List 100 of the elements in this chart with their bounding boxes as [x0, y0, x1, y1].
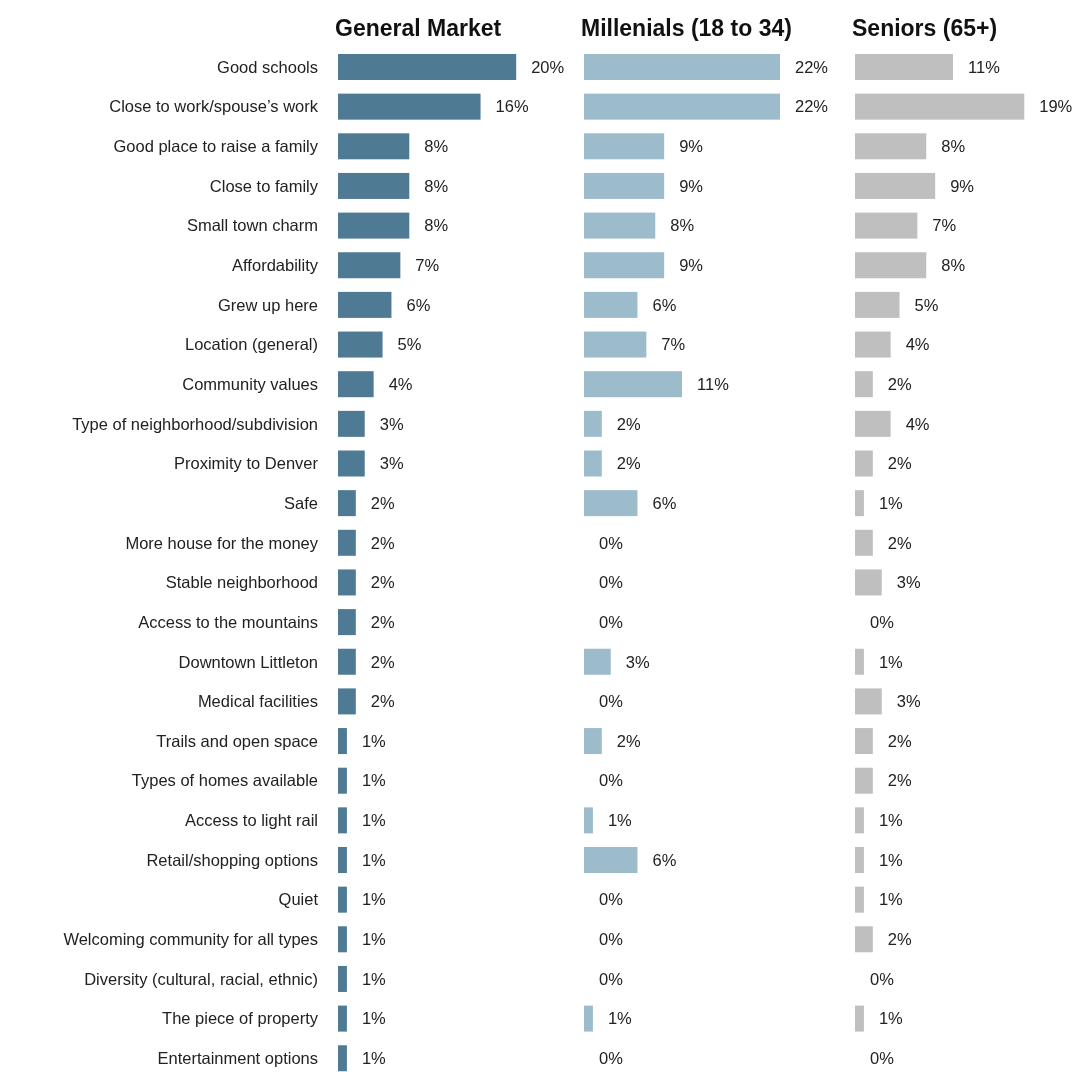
data-label: 3%: [896, 692, 921, 711]
y-tick-label: Downtown Littleton: [178, 652, 318, 671]
bar: [855, 54, 953, 80]
y-tick-label: Proximity to Denver: [174, 454, 319, 473]
y-tick-label: Close to work/spouse’s work: [109, 97, 319, 116]
data-label: 9%: [679, 176, 704, 195]
data-label: 0%: [599, 573, 624, 592]
data-label: 0%: [599, 612, 624, 631]
y-tick-label: Safe: [284, 493, 318, 512]
bar: [584, 648, 611, 675]
data-label: 6%: [652, 295, 677, 314]
bar: [584, 410, 602, 437]
bar: [855, 1005, 864, 1032]
y-tick-label: Quiet: [278, 890, 319, 909]
bar: [338, 688, 356, 715]
data-label: 2%: [887, 374, 912, 393]
bar: [338, 1005, 347, 1032]
data-label: 19%: [1039, 97, 1073, 116]
data-label: 1%: [361, 1009, 387, 1028]
data-label: 2%: [887, 533, 912, 552]
bar: [338, 926, 347, 953]
data-label: 11%: [697, 374, 730, 393]
bar: [338, 609, 356, 636]
bar: [338, 54, 517, 80]
y-tick-label: Small town charm: [186, 216, 318, 235]
bar: [584, 252, 665, 279]
bar: [855, 648, 864, 675]
bar: [855, 212, 918, 239]
data-label: 9%: [679, 256, 704, 275]
data-label: 2%: [616, 454, 641, 473]
y-tick-label: Stable neighborhood: [165, 573, 318, 592]
bar: [855, 529, 873, 556]
bar: [338, 807, 347, 834]
bar: [338, 648, 356, 675]
bar: [855, 331, 891, 358]
bar: [338, 1045, 347, 1072]
bar: [338, 728, 347, 755]
bar: [855, 807, 864, 834]
y-tick-label: Medical facilities: [197, 692, 318, 711]
data-label: 20%: [531, 57, 565, 76]
y-tick-label: Close to family: [209, 176, 319, 195]
bar: [338, 767, 347, 794]
data-label: 6%: [652, 850, 677, 869]
bar: [584, 54, 780, 80]
data-label: 2%: [616, 731, 641, 750]
data-label: 5%: [397, 335, 422, 354]
data-label: 0%: [599, 692, 624, 711]
data-label: 7%: [415, 256, 440, 275]
chart-title: Millenials (18 to 34): [581, 15, 792, 41]
data-label: 9%: [679, 137, 704, 156]
data-label: 0%: [599, 890, 624, 909]
data-label: 8%: [941, 137, 966, 156]
bar: [584, 807, 593, 834]
bar: [338, 965, 347, 992]
bar: [855, 410, 891, 437]
bar: [855, 93, 1025, 120]
bar: [338, 133, 410, 160]
bar: [855, 569, 882, 596]
bar: [855, 252, 927, 279]
data-label: 0%: [599, 1049, 624, 1068]
data-label: 2%: [370, 573, 395, 592]
data-label: 7%: [661, 335, 686, 354]
data-label: 1%: [361, 811, 387, 830]
bar: [338, 450, 365, 477]
bar: [584, 331, 647, 358]
bar: [855, 490, 864, 517]
bar: [338, 886, 347, 913]
bar: [855, 450, 873, 477]
bar: [584, 172, 665, 199]
y-tick-label: Entertainment options: [157, 1049, 318, 1068]
data-label: 16%: [495, 97, 529, 116]
y-tick-label: Good schools: [217, 57, 318, 76]
bar: [584, 450, 602, 477]
data-label: 3%: [896, 573, 921, 592]
bar: [584, 490, 638, 517]
data-label: 3%: [625, 652, 650, 671]
data-label: 5%: [914, 295, 939, 314]
bar: [338, 172, 410, 199]
y-tick-label: Trails and open space: [156, 731, 318, 750]
y-tick-label: Grew up here: [218, 295, 318, 314]
y-tick-label: Retail/shopping options: [146, 850, 318, 869]
y-tick-label: The piece of property: [162, 1009, 319, 1028]
data-label: 1%: [878, 890, 904, 909]
data-label: 8%: [941, 256, 966, 275]
bar: [584, 133, 665, 160]
data-label: 11%: [968, 57, 1001, 76]
data-label: 1%: [361, 969, 387, 988]
data-label: 1%: [878, 850, 904, 869]
data-label: 22%: [795, 57, 829, 76]
bar: [338, 93, 481, 120]
y-tick-label: Type of neighborhood/subdivision: [72, 414, 318, 433]
chart-title: General Market: [335, 15, 502, 41]
data-label: 7%: [932, 216, 957, 235]
bar: [338, 410, 365, 437]
data-label: 2%: [370, 692, 395, 711]
bar: [338, 847, 347, 873]
bar: [338, 212, 410, 239]
bar: [338, 371, 374, 398]
data-label: 2%: [887, 930, 912, 949]
data-label: 2%: [887, 731, 912, 750]
